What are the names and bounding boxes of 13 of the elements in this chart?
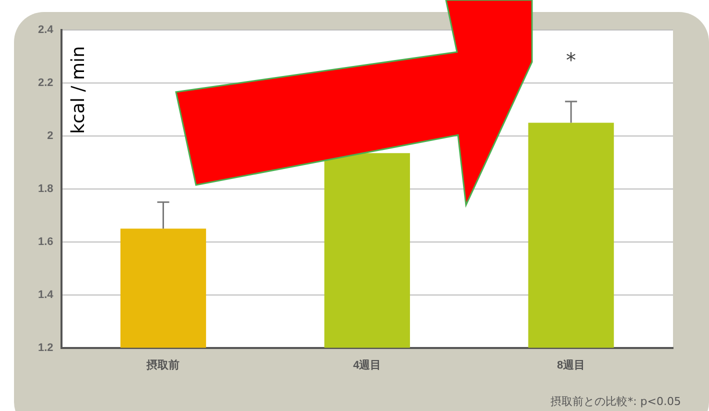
y-tick-label: 2.2 [38,77,54,89]
y-tick-label: 2.4 [38,24,54,36]
y-axis-title: kcal / min [68,46,89,134]
x-tick-label: 4週目 [353,358,382,372]
y-tick-label: 1.2 [38,342,54,354]
y-tick-label: 2 [47,130,54,142]
y-tick-label: 1.4 [38,288,54,301]
annotation: * [566,48,576,72]
y-tick-label: 1.6 [38,236,54,248]
x-tick-label: 8週目 [556,358,586,372]
text: 摂取前との比較*: p<0.05 [550,394,681,409]
x-tick-label: 摂取前 [146,358,180,372]
y-tick-label: 1.8 [38,182,54,195]
